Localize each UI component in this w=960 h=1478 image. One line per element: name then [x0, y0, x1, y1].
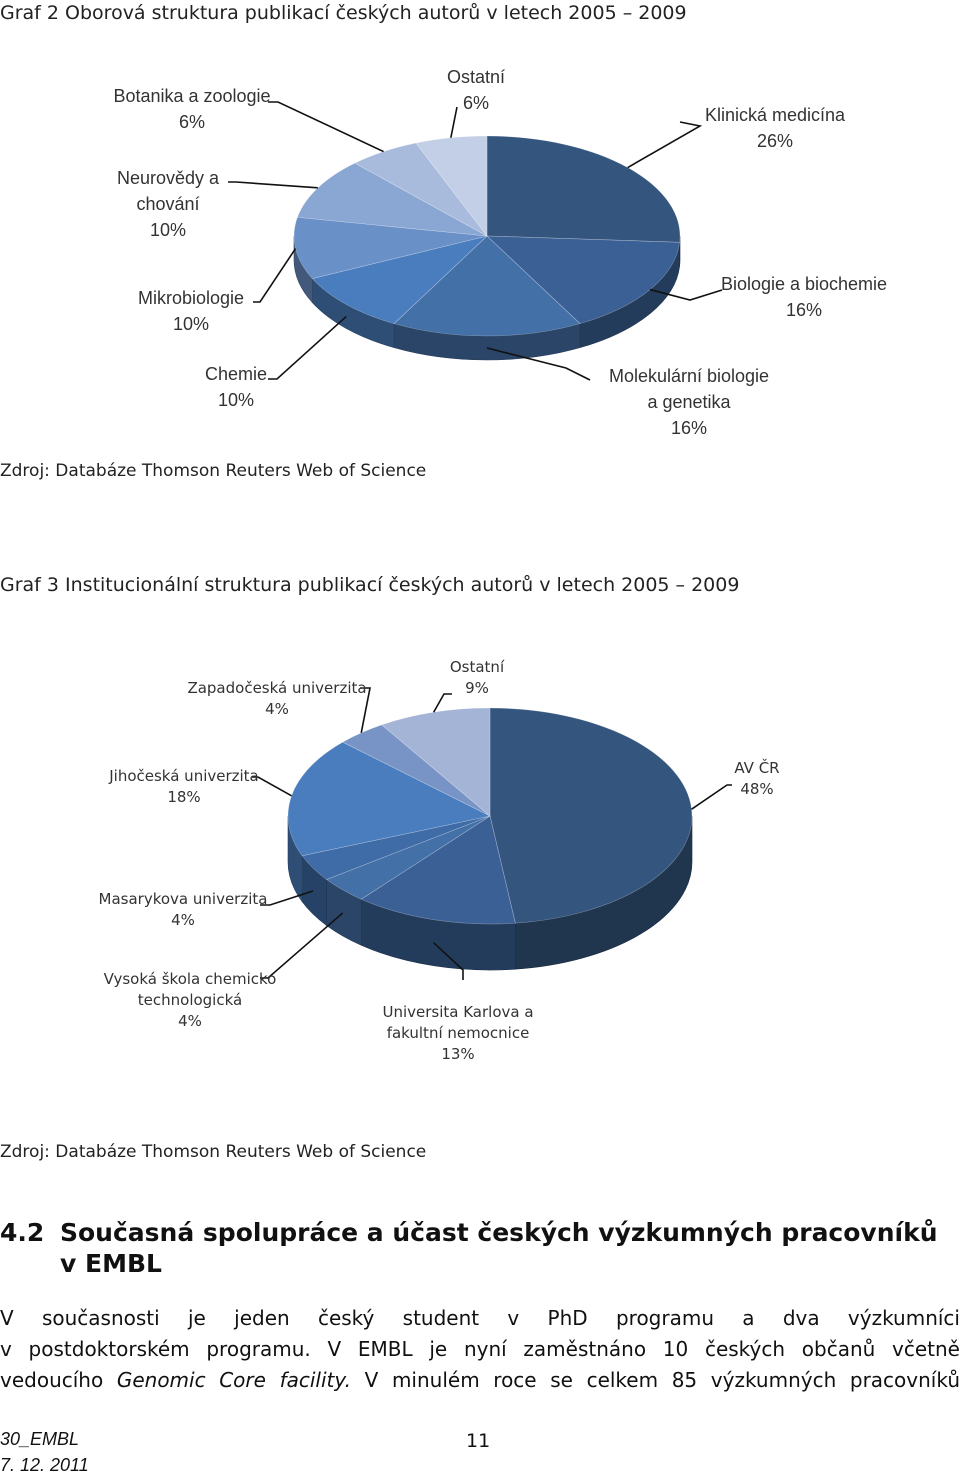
- paragraph-line-2: v postdoktorském programu. V EMBL je nyn…: [0, 1334, 960, 1365]
- graph2-label-chemie-name: Chemie: [205, 364, 267, 384]
- graph2-label-mikrobiologie-percent: 10%: [173, 314, 209, 334]
- paragraph-line-3: vedoucího Genomic Core facility. V minul…: [0, 1365, 960, 1396]
- graph2-label-klinicka-medicina-name: Klinická medicína: [705, 105, 846, 125]
- graph2-label-neurovedy-a-chovani-percent: 10%: [150, 220, 186, 240]
- graph2-leader-line-mikrobiologie: [253, 249, 296, 302]
- graph2-leader-line-klinicka-medicina: [628, 122, 700, 168]
- graph3-pie-chart: AV ČR 48% Universita Karlova a fakultní nem…: [0, 640, 960, 1080]
- graph2-caption: Graf 2 Oborová struktura publikací český…: [0, 2, 687, 24]
- graph3-leader-line-ostatni: [434, 694, 452, 712]
- graph3-label-av-cr-name: AV ČR: [734, 758, 779, 777]
- graph3-label-zapadoceska-univerzita-percent: 4%: [265, 700, 289, 718]
- paragraph-line-3-italic: Genomic Core facility.: [117, 1368, 351, 1392]
- graph3-slices: [288, 708, 692, 924]
- footer-doc-id: 30_EMBL: [0, 1426, 89, 1452]
- graph2-source: Zdroj: Databáze Thomson Reuters Web of S…: [0, 461, 426, 481]
- graph2-label-ostatni-name: Ostatní: [447, 67, 505, 87]
- graph3-label-universita-karlova-a-fakultni-nemocnice-name: Universita Karlova a: [382, 1003, 533, 1021]
- graph2-leader-line-ostatni: [451, 107, 457, 138]
- graph3-label-universita-karlova-a-fakultni-nemocnice-name: fakultní nemocnice: [387, 1024, 530, 1042]
- graph2-label-ostatni-percent: 6%: [463, 93, 489, 113]
- graph2-label-biologie-a-biochemie-percent: 16%: [786, 300, 822, 320]
- section-title-line2: v EMBL: [0, 1248, 938, 1279]
- graph3-label-ostatni-percent: 9%: [465, 679, 489, 697]
- graph3-label-universita-karlova-a-fakultni-nemocnice-percent: 13%: [441, 1045, 474, 1063]
- graph2-label-molekularni-biologie-a-genetika-name: Molekulární biologie: [609, 366, 769, 386]
- paragraph-line-3-start: vedoucího: [0, 1368, 117, 1392]
- graph2-leader-line-botanika-a-zoologie: [268, 102, 384, 152]
- graph3-label-vysoka-skola-chemicko-technologicka-name: technologická: [138, 991, 242, 1009]
- graph2-label-molekularni-biologie-a-genetika-name: a genetika: [647, 392, 731, 412]
- graph2-slice-klinicka-medicina: [487, 136, 680, 242]
- footer-date: 7. 12. 2011: [0, 1452, 89, 1478]
- graph2-label-mikrobiologie-name: Mikrobiologie: [138, 288, 244, 308]
- graph3-label-jihoceska-univerzita-percent: 18%: [167, 788, 200, 806]
- footer-meta: 30_EMBL 7. 12. 2011: [0, 1426, 89, 1478]
- graph3-label-masarykova-univerzita-name: Masarykova univerzita: [99, 890, 268, 908]
- body-paragraph: V současnosti je jeden český student v P…: [0, 1303, 960, 1396]
- section-title-line1: Současná spolupráce a účast českých výzk…: [60, 1218, 938, 1247]
- graph3-caption: Graf 3 Institucionální struktura publika…: [0, 574, 739, 596]
- section-number: 4.2: [0, 1217, 60, 1248]
- graph2-label-chemie-percent: 10%: [218, 390, 254, 410]
- graph3-label-vysoka-skola-chemicko-technologicka-name: Vysoká škola chemicko: [104, 970, 277, 988]
- graph3-label-zapadoceska-univerzita-name: Zapadočeská univerzita: [187, 679, 366, 697]
- graph2-label-neurovedy-a-chovani-name: chování: [136, 194, 199, 214]
- paragraph-line-1: V současnosti je jeden český student v P…: [0, 1303, 960, 1334]
- graph2-leader-line-chemie: [268, 316, 346, 379]
- graph2-label-neurovedy-a-chovani-name: Neurovědy a: [117, 168, 220, 188]
- graph2-label-molekularni-biologie-a-genetika-percent: 16%: [671, 418, 707, 438]
- graph2-label-biologie-a-biochemie-name: Biologie a biochemie: [721, 274, 887, 294]
- graph3-source: Zdroj: Databáze Thomson Reuters Web of S…: [0, 1142, 426, 1162]
- graph2-leader-line-neurovedy-a-chovani: [228, 182, 318, 188]
- graph3-label-jihoceska-univerzita-name: Jihočeská univerzita: [108, 767, 259, 785]
- graph2-pie-chart: Klinická medicína 26% Biologie a biochemie…: [0, 50, 960, 460]
- graph2-label-botanika-a-zoologie-name: Botanika a zoologie: [113, 86, 270, 106]
- graph2-slices: [294, 136, 680, 336]
- graph3-label-ostatni-name: Ostatní: [450, 658, 505, 676]
- graph2-label-klinicka-medicina-percent: 26%: [757, 131, 793, 151]
- graph2-label-botanika-a-zoologie-percent: 6%: [179, 112, 205, 132]
- graph3-leader-line-av-cr: [692, 785, 732, 809]
- graph3-label-av-cr-percent: 48%: [740, 780, 773, 798]
- page-number: 11: [466, 1430, 490, 1452]
- graph3-label-masarykova-univerzita-percent: 4%: [171, 911, 195, 929]
- graph3-label-vysoka-skola-chemicko-technologicka-percent: 4%: [178, 1012, 202, 1030]
- paragraph-line-3-end: V minulém roce se celkem 85 výzkumných p…: [351, 1368, 960, 1392]
- graph3-leader-line-vysoka-skola-chemicko-technologicka: [260, 913, 343, 978]
